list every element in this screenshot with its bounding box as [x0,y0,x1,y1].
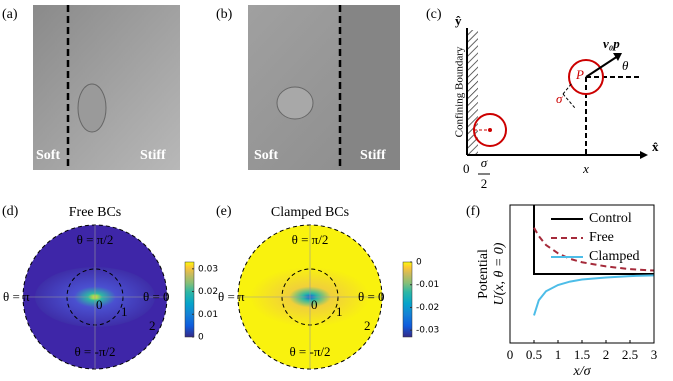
colorbar-tick-label: 0 [198,333,204,343]
panel-label: (b) [216,7,233,22]
x-tick-label: 2 [603,347,610,362]
colorbar-tick-label: 0.02 [198,287,218,297]
panel-label: (e) [216,204,232,219]
velocity-label: v₀p [603,36,620,51]
particle [568,59,604,95]
colorbar-tick-label: 0 [416,258,422,268]
angle-label: θ [622,58,629,73]
series-line [533,227,655,272]
radius-label: 1 [336,304,343,319]
angle-label: θ = 0 [358,289,385,304]
micrograph [33,5,180,170]
region-label: Soft [36,148,60,163]
x-tick-label: 0 [507,347,514,362]
size-guide [562,82,576,109]
x-tick-label: 2.5 [622,347,638,362]
x-tick-label: 0.5 [526,347,542,362]
angle-label: θ = π [218,289,245,304]
radius-label: 0 [96,297,103,312]
radius-label: 1 [121,304,128,319]
region-label: Soft [254,148,278,163]
region [340,5,400,170]
cell [77,83,107,133]
axis-label: x̂ [652,139,659,154]
legend-label: Clamped [589,249,640,264]
legend-label: Control [589,211,632,226]
radius-label: 2 [149,318,156,333]
radius-label: 0 [311,297,318,312]
region-label: Stiff [140,148,166,163]
angle-label: θ = π/2 [77,232,114,247]
colorbar-tick-label: -0.02 [416,303,439,313]
arrow [613,53,622,61]
panel-title: Free BCs [69,205,122,220]
origin: 0 [463,161,470,176]
colorbar [402,261,413,338]
axis-label: ŷ [455,13,462,28]
panel-label: (d) [2,204,19,219]
panel-title: Clamped BCs [271,205,349,220]
arrow [640,151,648,159]
x-axis-label: x/σ [572,364,591,379]
fraction-den: 2 [481,176,488,191]
y-axis-label: U(x, θ = 0) [492,242,507,305]
angle-label: θ = π/2 [292,232,329,247]
wall [467,30,478,155]
colorbar-tick-label: 0.03 [198,264,218,274]
velocity [585,55,619,78]
colorbar-tick-label: -0.01 [416,280,439,290]
particle-center [488,128,492,132]
colorbar [184,261,195,338]
particle-label: P [575,67,584,82]
radius-label: 2 [364,318,371,333]
x-tick-label: 1.5 [574,347,590,362]
panel-label: (f) [466,204,480,219]
x-tick-label: 3 [651,347,658,362]
legend-label: Free [589,230,614,245]
cell [276,86,314,120]
angle-label: θ = -π/2 [74,344,115,359]
size-label: σ [556,91,563,106]
colorbar-tick-label: -0.03 [416,326,439,336]
fraction-num: σ [481,155,488,170]
series-line [533,274,655,316]
angle-label: θ = π [3,289,30,304]
x-tick-label: 1 [555,347,562,362]
boundary-label: Confining Boundary [454,46,466,137]
colorbar-tick-label: 0.01 [198,310,218,320]
angle-label: θ = -π/2 [289,344,330,359]
panel-label: (a) [2,7,18,22]
region-label: Stiff [360,148,386,163]
y-axis-label: Potential [476,249,491,299]
angle-label: θ = 0 [143,289,170,304]
position-label: x [582,161,589,176]
panel-label: (c) [426,7,442,22]
